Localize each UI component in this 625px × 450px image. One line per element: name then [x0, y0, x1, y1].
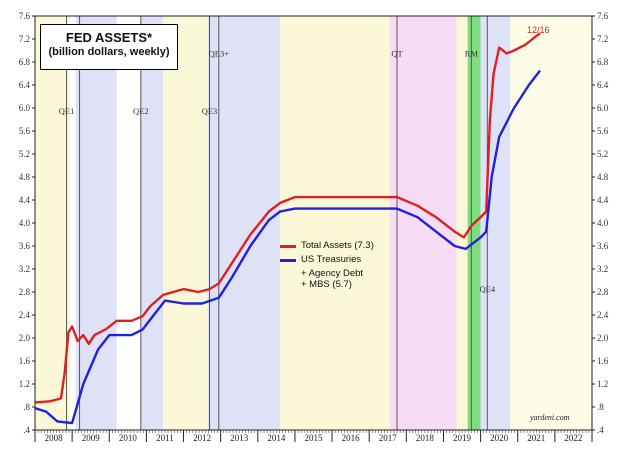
- y-tick-label-right-1: 7.2: [597, 34, 608, 44]
- y-tick-label-left-3: 6.4: [19, 80, 31, 90]
- y-tick-label-right-5: 5.6: [597, 126, 609, 136]
- x-tick-label-0: 2008: [45, 433, 64, 443]
- y-tick-label-left-7: 4.8: [19, 172, 31, 182]
- y-tick-label-right-2: 6.8: [597, 57, 609, 67]
- y-tick-label-left-11: 3.2: [19, 264, 30, 274]
- x-tick-label-3: 2011: [156, 433, 174, 443]
- y-tick-label-left-8: 4.4: [19, 195, 31, 205]
- legend-swatch-treasuries: [280, 259, 296, 262]
- y-tick-label-right-3: 6.4: [597, 80, 609, 90]
- y-tick-label-right-7: 4.8: [597, 172, 609, 182]
- y-tick-label-left-6: 5.2: [19, 149, 30, 159]
- x-tick-label-5: 2013: [230, 433, 249, 443]
- event-label-5: QT: [391, 48, 403, 58]
- y-tick-label-left-0: 7.6: [19, 11, 31, 21]
- y-tick-label-right-18: .4: [597, 425, 604, 435]
- shaded-period-2: [140, 16, 164, 430]
- y-tick-label-right-6: 5.2: [597, 149, 608, 159]
- y-tick-label-left-16: 1.2: [19, 379, 30, 389]
- y-tick-label-right-10: 3.6: [597, 241, 609, 251]
- y-tick-label-right-8: 4.4: [597, 195, 609, 205]
- y-tick-label-left-9: 4.0: [19, 218, 31, 228]
- event-label-6: RM: [465, 48, 479, 58]
- legend: Total Assets (7.3) US Treasuries + Agenc…: [280, 240, 420, 290]
- x-tick-label-2: 2010: [119, 433, 138, 443]
- legend-swatch-total-assets: [280, 245, 296, 248]
- shaded-period-11: [510, 16, 592, 430]
- y-tick-label-right-17: .8: [597, 402, 604, 412]
- shaded-period-1: [75, 16, 117, 430]
- event-label-2: QE2: [133, 106, 149, 116]
- y-tick-label-left-14: 2.0: [19, 333, 31, 343]
- x-tick-label-12: 2020: [490, 433, 509, 443]
- legend-label-treasuries-line2: + Agency Debt: [301, 268, 364, 279]
- chart-title-box: FED ASSETS* (billion dollars, weekly): [40, 24, 178, 70]
- y-tick-label-right-16: 1.2: [597, 379, 608, 389]
- shaded-period-8: [456, 16, 468, 430]
- y-tick-label-right-0: 7.6: [597, 11, 609, 21]
- y-tick-label-left-1: 7.2: [19, 34, 30, 44]
- y-tick-label-right-14: 2.0: [597, 333, 609, 343]
- legend-item-total-assets: Total Assets (7.3): [280, 240, 420, 251]
- y-tick-label-right-4: 6.0: [597, 103, 609, 113]
- shaded-period-6: [280, 16, 390, 430]
- y-tick-label-right-11: 3.2: [597, 264, 608, 274]
- y-tick-label-left-12: 2.8: [19, 287, 31, 297]
- axes: 7.6 7.6 7.2 7.2 6.8 6.8 6.4 6.4 6.0 6.0 5.6 5.6 5.2 5…: [19, 11, 609, 443]
- x-tick-label-6: 2014: [267, 433, 286, 443]
- source-label: yardeni.com: [530, 413, 570, 422]
- y-tick-label-left-2: 6.8: [19, 57, 31, 67]
- x-tick-label-7: 2015: [305, 433, 324, 443]
- shaded-period-4: [189, 16, 208, 430]
- shaded-period-10: [480, 16, 511, 430]
- legend-item-treasuries: US Treasuries: [280, 254, 420, 265]
- x-tick-label-1: 2009: [82, 433, 101, 443]
- y-tick-label-right-12: 2.8: [597, 287, 609, 297]
- y-tick-label-left-4: 6.0: [19, 103, 31, 113]
- y-tick-label-left-5: 5.6: [19, 126, 31, 136]
- event-label-4: QE3+: [209, 48, 230, 58]
- chart-title: FED ASSETS*: [65, 30, 153, 45]
- x-tick-label-9: 2017: [379, 433, 398, 443]
- series-lines: [34, 32, 541, 425]
- series-line-1: [34, 69, 541, 425]
- x-tick-label-13: 2021: [527, 433, 545, 443]
- x-tick-label-4: 2012: [193, 433, 211, 443]
- legend-label-total-assets: Total Assets (7.3): [301, 240, 374, 251]
- y-tick-label-right-15: 1.6: [597, 356, 609, 366]
- legend-label-treasuries-line1: US Treasuries: [301, 254, 362, 265]
- x-tick-label-10: 2018: [416, 433, 435, 443]
- x-tick-label-11: 2019: [453, 433, 472, 443]
- end-date-label: 12/16: [527, 25, 550, 35]
- event-label-0: QE1: [59, 106, 75, 116]
- shaded-periods: [35, 16, 592, 430]
- event-label-7: QE4: [479, 284, 495, 294]
- y-tick-label-left-15: 1.6: [19, 356, 31, 366]
- x-tick-label-8: 2016: [342, 433, 361, 443]
- series-line-0: [34, 32, 541, 404]
- shaded-period-3: [163, 16, 190, 430]
- x-tick-label-14: 2022: [564, 433, 582, 443]
- y-tick-label-left-18: .4: [23, 425, 30, 435]
- chart-subtitle: (billion dollars, weekly): [48, 46, 170, 58]
- shaded-period-0: [35, 16, 71, 430]
- y-tick-label-left-13: 2.4: [19, 310, 31, 320]
- y-tick-label-left-10: 3.6: [19, 241, 31, 251]
- y-tick-label-right-13: 2.4: [597, 310, 609, 320]
- y-tick-label-left-17: .8: [23, 402, 30, 412]
- y-tick-label-right-9: 4.0: [597, 218, 609, 228]
- legend-label-treasuries-line3: + MBS (5.7): [301, 279, 352, 290]
- event-label-3: QE3: [202, 106, 218, 116]
